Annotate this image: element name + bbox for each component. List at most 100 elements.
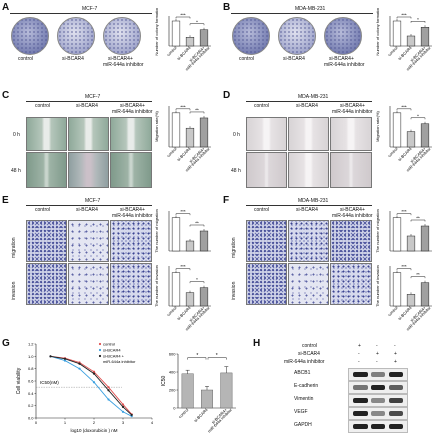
panel-e-cell-line: MCF-7 (85, 198, 101, 204)
c-well-48h-rescue (110, 152, 152, 188)
ic50-bar (220, 372, 233, 409)
panel-b-label: B (223, 2, 231, 13)
e-well-mig-rescue (110, 220, 152, 262)
ic50-bar (201, 389, 214, 409)
y-tick-label: 0 (173, 406, 176, 411)
bar (171, 217, 181, 252)
dish-label-rescue: si-BCAR4+ (108, 56, 133, 62)
e-well-mig-control (26, 220, 67, 262)
sig-bracket (207, 357, 227, 360)
sig-mark: ** (195, 221, 199, 226)
c-row-0h: 0 h (13, 132, 20, 138)
bar (420, 123, 430, 148)
sig-bracket (189, 23, 205, 26)
sig-bracket (410, 219, 426, 222)
sig-bracket (396, 16, 412, 19)
panel-b-line (231, 13, 373, 14)
c-col-inhibitor: miR-644a inhibitor (112, 109, 153, 115)
curve-line (50, 355, 132, 417)
curve-point (78, 367, 81, 370)
curve-point (49, 355, 52, 358)
panel-a-line (10, 13, 152, 14)
sig-mark: *** (401, 209, 407, 214)
curve-point (78, 362, 81, 365)
sig-mark: *** (401, 13, 407, 18)
y-tick-label: 0.4 (28, 391, 34, 396)
sig-bracket (175, 213, 191, 216)
bar (185, 292, 195, 307)
panel-c-line (26, 101, 152, 102)
c-well-0h-si (68, 117, 109, 151)
curve-point (92, 370, 96, 373)
bar (199, 287, 209, 307)
legend-label: control (103, 342, 115, 347)
sig-mark: ** (195, 107, 199, 112)
western-blot: control si-BCAR4 miR-644a inhibitor + - … (262, 340, 438, 434)
ic50-bar (181, 373, 194, 409)
f-well-inv-rescue (330, 263, 372, 305)
e-col-si-bcar4: si-BCAR4 (76, 207, 98, 213)
c-col-si-bcar4: si-BCAR4 (76, 103, 98, 109)
dish-label-si-bcar4: si-BCAR4 (62, 56, 84, 62)
sig-mark: ** (416, 216, 420, 221)
panel-b-cell-line: MDA-MB-231 (295, 6, 326, 12)
d-row-0h: 0 h (233, 132, 240, 138)
sig-mark: ** (416, 272, 420, 277)
curve-point (63, 359, 67, 362)
f-well-inv-si (288, 263, 329, 305)
bar (392, 272, 402, 307)
f-col-inhibitor: miR-644a inhibitor (332, 213, 373, 219)
sig-bracket (175, 268, 191, 271)
x-tick-label: 1 (64, 420, 67, 425)
d-col-rescue: si-BCAR4+ (340, 103, 365, 109)
c-well-48h-si (68, 152, 109, 188)
legend-label: miR-644a inhibitor (103, 359, 136, 364)
bar (392, 20, 402, 47)
x-tick-label: 2 (93, 420, 96, 425)
curve-point (107, 386, 110, 389)
y-tick-label: 0.0 (28, 416, 34, 421)
c-well-0h-control (26, 117, 67, 151)
y-tick-label: 400 (169, 370, 176, 375)
panel-a-label: A (2, 2, 10, 13)
e-well-inv-rescue (110, 263, 152, 305)
wb-band-ecadherin: E-cadherin (294, 383, 319, 389)
bar-ylabel: Number of colony formation (375, 8, 380, 56)
c-col-rescue: si-BCAR4+ (120, 103, 145, 109)
panel-e-line (26, 205, 152, 206)
bar (171, 112, 181, 148)
f-col-control: control (254, 207, 270, 213)
x-tick-label: 3 (122, 420, 125, 425)
curve-point (92, 381, 96, 384)
curve-point (130, 413, 133, 417)
panel-c-cell-line: MCF-7 (85, 94, 101, 100)
dish-b-label-control: control (239, 56, 255, 62)
sig-mark: *** (401, 104, 407, 109)
colony-dish-b-control (232, 17, 270, 55)
blot-strip-vimentin (348, 394, 408, 407)
bar (420, 225, 430, 252)
y-tick-label: 0.8 (28, 366, 34, 371)
ic50-ylabel: IC50 (161, 376, 167, 387)
bar-chart-a: Number of colony formation *** * control si-… (153, 6, 215, 72)
sig-mark: * (196, 277, 198, 282)
panel-f-label: F (223, 195, 230, 206)
bar (171, 272, 181, 307)
sig-bracket (189, 224, 205, 227)
blot-strip-gapdh (348, 420, 408, 433)
sig-mark: *** (180, 264, 186, 269)
sig-bracket (189, 281, 205, 284)
y-tick-label: 600 (169, 352, 176, 357)
d-well-48h-control (246, 152, 287, 188)
bar-ylabel: Migration rate(%) (154, 111, 159, 142)
c-well-48h-control (26, 152, 67, 188)
y-tick-label: 0.2 (28, 403, 34, 408)
d-well-0h-control (246, 117, 287, 151)
sig-mark: *** (180, 104, 186, 109)
g-xlabel: log10 (doxorubicin ) nM (70, 428, 117, 433)
e-well-inv-control (26, 263, 67, 305)
panel-h-label: H (253, 338, 261, 349)
bar-ylabel: The number of migration (154, 209, 159, 253)
f-well-mig-rescue (330, 220, 372, 262)
bar-chart-f-invasion: The number of invasion *** ** control si-BCA… (374, 258, 436, 332)
